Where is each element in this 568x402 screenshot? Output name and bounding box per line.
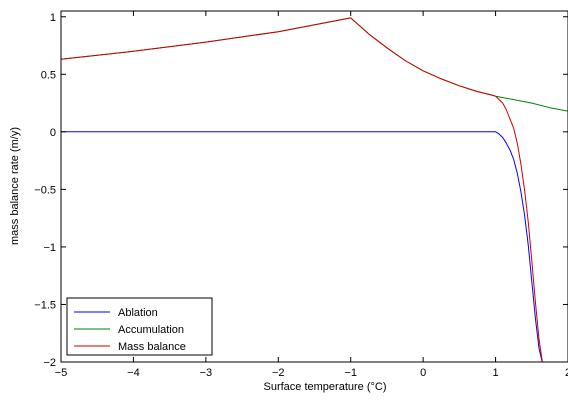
plot-frame	[60, 10, 568, 363]
legend: Ablation Accumulation Mass balance	[66, 297, 213, 356]
legend-label-mass-balance: Mass balance	[118, 341, 186, 353]
x-tick-label: 2	[565, 367, 568, 379]
legend-label-ablation: Ablation	[118, 307, 158, 319]
y-ticks: −2 −1.5 −1 −0.5 0 0.5 1	[34, 12, 568, 369]
y-tick-label: −2	[43, 357, 56, 369]
series-line-ablation	[61, 131, 543, 362]
y-tick-label: −0.5	[34, 184, 56, 196]
x-tick-label: −4	[127, 367, 140, 379]
x-tick-label: −1	[344, 367, 357, 379]
y-tick-label: 0	[50, 127, 56, 139]
series-line-mass-balance	[61, 17, 543, 362]
x-axis-label: Surface temperature (°C)	[264, 381, 387, 393]
y-axis-label: mass balance rate (m/y)	[9, 127, 21, 245]
y-tick-label: −1	[43, 242, 56, 254]
y-tick-label: −1.5	[34, 299, 56, 311]
x-tick-label: 1	[493, 367, 499, 379]
x-tick-label: −2	[272, 367, 285, 379]
x-ticks: −5 −4 −3 −2 −1 0 1 2	[55, 11, 568, 379]
x-tick-label: 0	[420, 367, 426, 379]
x-tick-label: −3	[200, 367, 213, 379]
y-tick-label: 1	[50, 12, 56, 24]
legend-label-accumulation: Accumulation	[118, 324, 184, 336]
y-tick-label: 0.5	[41, 69, 56, 81]
series-layer	[61, 17, 568, 362]
x-tick-label: −5	[55, 367, 68, 379]
